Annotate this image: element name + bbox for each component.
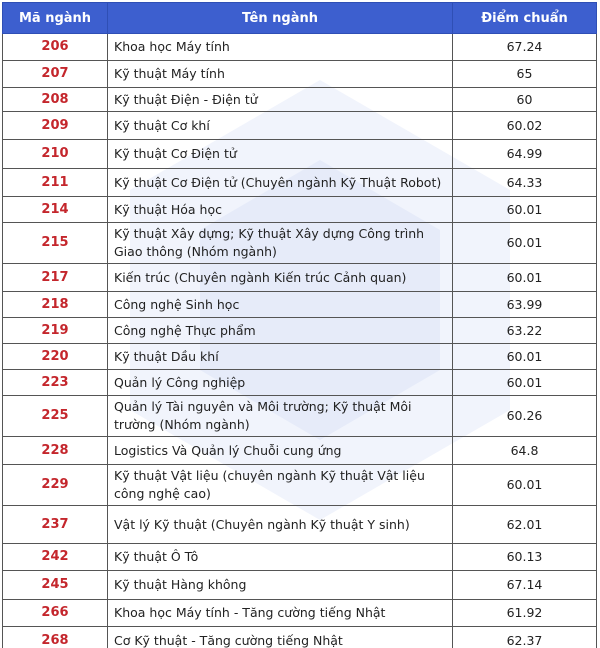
name-cell: Kiến trúc (Chuyên ngành Kiến trúc Cảnh q… bbox=[107, 263, 453, 292]
table-row: 210 Kỹ thuật Cơ Điện tử 64.99 bbox=[2, 139, 597, 169]
table-row: 214 Kỹ thuật Hóa học 60.01 bbox=[2, 196, 597, 223]
score-cell: 60.01 bbox=[452, 369, 597, 396]
name-cell: Kỹ thuật Dầu khí bbox=[107, 343, 453, 370]
table-row: 220 Kỹ thuật Dầu khí 60.01 bbox=[2, 343, 597, 370]
name-cell: Công nghệ Sinh học bbox=[107, 291, 453, 318]
table-row: 215 Kỹ thuật Xây dựng; Kỹ thuật Xây dựng … bbox=[2, 222, 597, 264]
score-cell: 60.26 bbox=[452, 395, 597, 437]
score-cell: 60.01 bbox=[452, 196, 597, 223]
score-cell: 65 bbox=[452, 60, 597, 88]
score-cell: 62.37 bbox=[452, 626, 597, 648]
name-cell: Quản lý Công nghiệp bbox=[107, 369, 453, 396]
table-row: 242 Kỹ thuật Ô Tô 60.13 bbox=[2, 543, 597, 571]
score-cell: 61.92 bbox=[452, 599, 597, 627]
name-cell: Công nghệ Thực phẩm bbox=[107, 317, 453, 344]
code-cell: 242 bbox=[2, 543, 108, 571]
name-cell: Cơ Kỹ thuật - Tăng cường tiếng Nhật bbox=[107, 626, 453, 648]
score-cell: 60 bbox=[452, 87, 597, 112]
score-cell: 64.99 bbox=[452, 139, 597, 169]
name-cell: Quản lý Tài nguyên và Môi trường; Kỹ thu… bbox=[107, 395, 453, 437]
name-cell: Khoa học Máy tính - Tăng cường tiếng Nhậ… bbox=[107, 599, 453, 627]
table-row: 207 Kỹ thuật Máy tính 65 bbox=[2, 60, 597, 88]
score-cell: 60.01 bbox=[452, 263, 597, 292]
header-row: Mã ngành Tên ngành Điểm chuẩn bbox=[2, 2, 597, 34]
code-cell: 225 bbox=[2, 395, 108, 437]
header-cell: Mã ngành bbox=[2, 2, 108, 34]
code-cell: 210 bbox=[2, 139, 108, 169]
code-cell: 266 bbox=[2, 599, 108, 627]
score-cell: 60.02 bbox=[452, 111, 597, 140]
score-cell: 60.01 bbox=[452, 343, 597, 370]
code-cell: 245 bbox=[2, 570, 108, 600]
header-cell: Tên ngành bbox=[107, 2, 453, 34]
name-cell: Kỹ thuật Cơ khí bbox=[107, 111, 453, 140]
table-row: 237 Vật lý Kỹ thuật (Chuyên ngành Kỹ thuậ… bbox=[2, 505, 597, 544]
table-row: 209 Kỹ thuật Cơ khí 60.02 bbox=[2, 111, 597, 140]
name-cell: Kỹ thuật Ô Tô bbox=[107, 543, 453, 571]
name-cell: Kỹ thuật Hàng không bbox=[107, 570, 453, 600]
name-cell: Kỹ thuật Hóa học bbox=[107, 196, 453, 223]
code-cell: 211 bbox=[2, 168, 108, 197]
code-cell: 217 bbox=[2, 263, 108, 292]
table-row: 206 Khoa học Máy tính 67.24 bbox=[2, 33, 597, 61]
table-row: 245 Kỹ thuật Hàng không 67.14 bbox=[2, 570, 597, 600]
code-cell: 223 bbox=[2, 369, 108, 396]
code-cell: 214 bbox=[2, 196, 108, 223]
name-cell: Vật lý Kỹ thuật (Chuyên ngành Kỹ thuật Y… bbox=[107, 505, 453, 544]
header-cell: Điểm chuẩn bbox=[452, 2, 597, 34]
table-row: 217 Kiến trúc (Chuyên ngành Kiến trúc Cản… bbox=[2, 263, 597, 292]
table-row: 208 Kỹ thuật Điện - Điện tử 60 bbox=[2, 87, 597, 112]
name-cell: Khoa học Máy tính bbox=[107, 33, 453, 61]
code-cell: 207 bbox=[2, 60, 108, 88]
score-cell: 64.8 bbox=[452, 436, 597, 465]
code-cell: 228 bbox=[2, 436, 108, 465]
score-cell: 63.99 bbox=[452, 291, 597, 318]
score-cell: 60.13 bbox=[452, 543, 597, 571]
score-cell: 60.01 bbox=[452, 222, 597, 264]
table-row: 266 Khoa học Máy tính - Tăng cường tiếng … bbox=[2, 599, 597, 627]
code-cell: 220 bbox=[2, 343, 108, 370]
table-row: 211 Kỹ thuật Cơ Điện tử (Chuyên ngành Kỹ … bbox=[2, 168, 597, 197]
table-row: 225 Quản lý Tài nguyên và Môi trường; Kỹ … bbox=[2, 395, 597, 437]
code-cell: 268 bbox=[2, 626, 108, 648]
code-cell: 209 bbox=[2, 111, 108, 140]
table-row: 218 Công nghệ Sinh học 63.99 bbox=[2, 291, 597, 318]
score-cell: 67.24 bbox=[452, 33, 597, 61]
name-cell: Kỹ thuật Vật liệu (chuyên ngành Kỹ thuật… bbox=[107, 464, 453, 506]
table-row: 228 Logistics Và Quản lý Chuỗi cung ứng 64… bbox=[2, 436, 597, 465]
name-cell: Logistics Và Quản lý Chuỗi cung ứng bbox=[107, 436, 453, 465]
score-cell: 63.22 bbox=[452, 317, 597, 344]
table-body: 206 Khoa học Máy tính 67.24 207 Kỹ thuật Máy… bbox=[2, 33, 597, 648]
code-cell: 206 bbox=[2, 33, 108, 61]
table-row: 229 Kỹ thuật Vật liệu (chuyên ngành Kỹ th… bbox=[2, 464, 597, 506]
table-row: 268 Cơ Kỹ thuật - Tăng cường tiếng Nhật 62… bbox=[2, 626, 597, 648]
score-cell: 60.01 bbox=[452, 464, 597, 506]
score-cell: 64.33 bbox=[452, 168, 597, 197]
code-cell: 237 bbox=[2, 505, 108, 544]
code-cell: 229 bbox=[2, 464, 108, 506]
name-cell: Kỹ thuật Điện - Điện tử bbox=[107, 87, 453, 112]
table-row: 223 Quản lý Công nghiệp 60.01 bbox=[2, 369, 597, 396]
code-cell: 208 bbox=[2, 87, 108, 112]
name-cell: Kỹ thuật Cơ Điện tử (Chuyên ngành Kỹ Thu… bbox=[107, 168, 453, 197]
name-cell: Kỹ thuật Cơ Điện tử bbox=[107, 139, 453, 169]
score-cell: 67.14 bbox=[452, 570, 597, 600]
name-cell: Kỹ thuật Xây dựng; Kỹ thuật Xây dựng Côn… bbox=[107, 222, 453, 264]
score-cell: 62.01 bbox=[452, 505, 597, 544]
name-cell: Kỹ thuật Máy tính bbox=[107, 60, 453, 88]
code-cell: 218 bbox=[2, 291, 108, 318]
code-cell: 219 bbox=[2, 317, 108, 344]
code-cell: 215 bbox=[2, 222, 108, 264]
table-row: 219 Công nghệ Thực phẩm 63.22 bbox=[2, 317, 597, 344]
